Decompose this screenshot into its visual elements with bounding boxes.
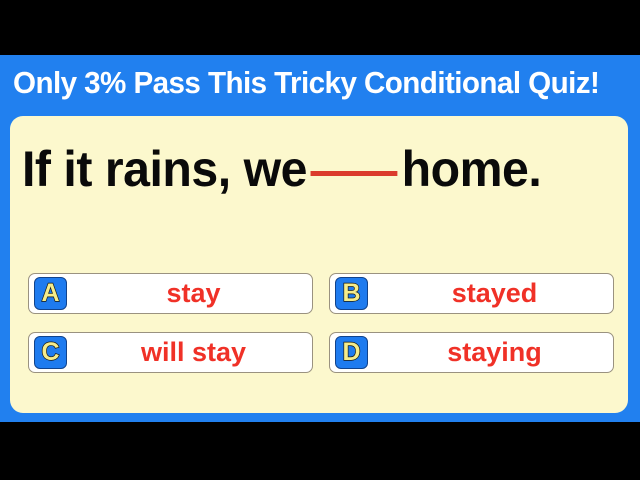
answer-option-c[interactable]: C will stay xyxy=(28,332,313,373)
option-label-a: stay xyxy=(166,278,221,308)
letterbox-bar-bottom xyxy=(0,422,640,480)
answer-option-b[interactable]: B stayed xyxy=(329,273,614,314)
question-suffix: home. xyxy=(401,141,542,197)
option-badge-a: A xyxy=(34,277,67,310)
answer-option-d[interactable]: D staying xyxy=(329,332,614,373)
option-badge-b: B xyxy=(335,277,368,310)
headline-title: Only 3% Pass This Tricky Conditional Qui… xyxy=(13,65,600,100)
option-label-c: will stay xyxy=(140,337,247,367)
answer-options: A stay B stayed C will stay D staying xyxy=(28,273,614,391)
option-label-b: stayed xyxy=(451,278,538,308)
letterbox-bar-top xyxy=(0,0,640,55)
answer-option-a[interactable]: A stay xyxy=(28,273,313,314)
option-badge-c: C xyxy=(34,336,67,369)
option-badge-d: D xyxy=(335,336,368,369)
question-prefix: If it rains, we xyxy=(22,141,308,197)
option-label-d: staying xyxy=(447,337,542,367)
quiz-card: If it rains, we home. A stay B stayed C w… xyxy=(10,116,628,413)
question-text: If it rains, we home. xyxy=(22,138,595,200)
blank-underline xyxy=(310,171,398,176)
